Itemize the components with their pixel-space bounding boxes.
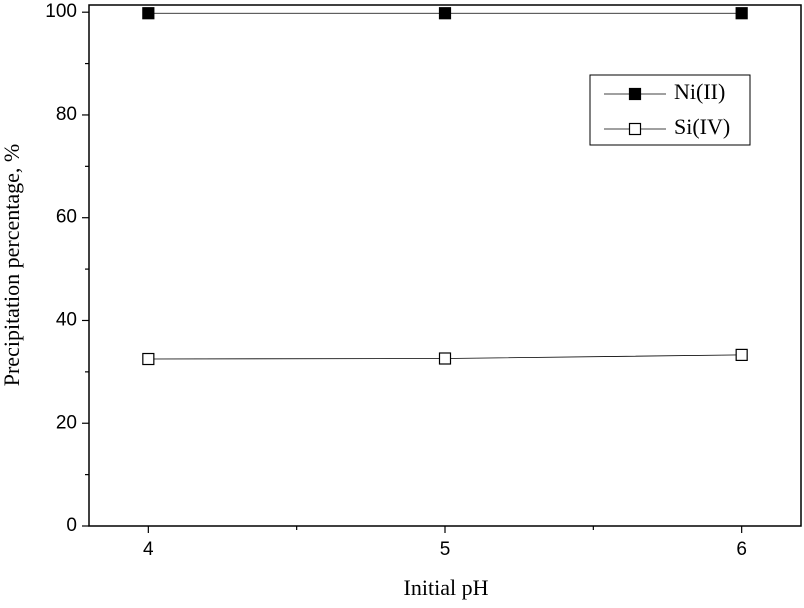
x-tick-label: 5: [440, 539, 451, 560]
data-point: [438, 352, 452, 365]
data-point: [142, 352, 155, 366]
x-tick-label: 6: [736, 539, 747, 560]
legend-label: Ni(II): [674, 79, 725, 104]
legend-marker: [628, 122, 642, 136]
x-axis-label: Initial pH: [404, 575, 489, 600]
y-tick-label: 20: [56, 412, 77, 433]
y-axis-label: Precipitation percentage, %: [0, 144, 24, 387]
data-point: [735, 7, 748, 20]
y-tick-label: 80: [56, 104, 77, 125]
legend-label: Si(IV): [674, 114, 730, 139]
data-point: [438, 7, 452, 20]
x-tick-label: 4: [143, 539, 154, 560]
y-tick-label: 60: [56, 207, 77, 228]
data-point: [142, 7, 155, 20]
legend-marker: [628, 87, 642, 101]
legend-box: [589, 74, 751, 146]
y-tick-label: 40: [56, 309, 77, 330]
y-tick-label: 0: [66, 515, 77, 536]
y-tick-label: 100: [45, 1, 77, 22]
data-point: [735, 348, 748, 362]
